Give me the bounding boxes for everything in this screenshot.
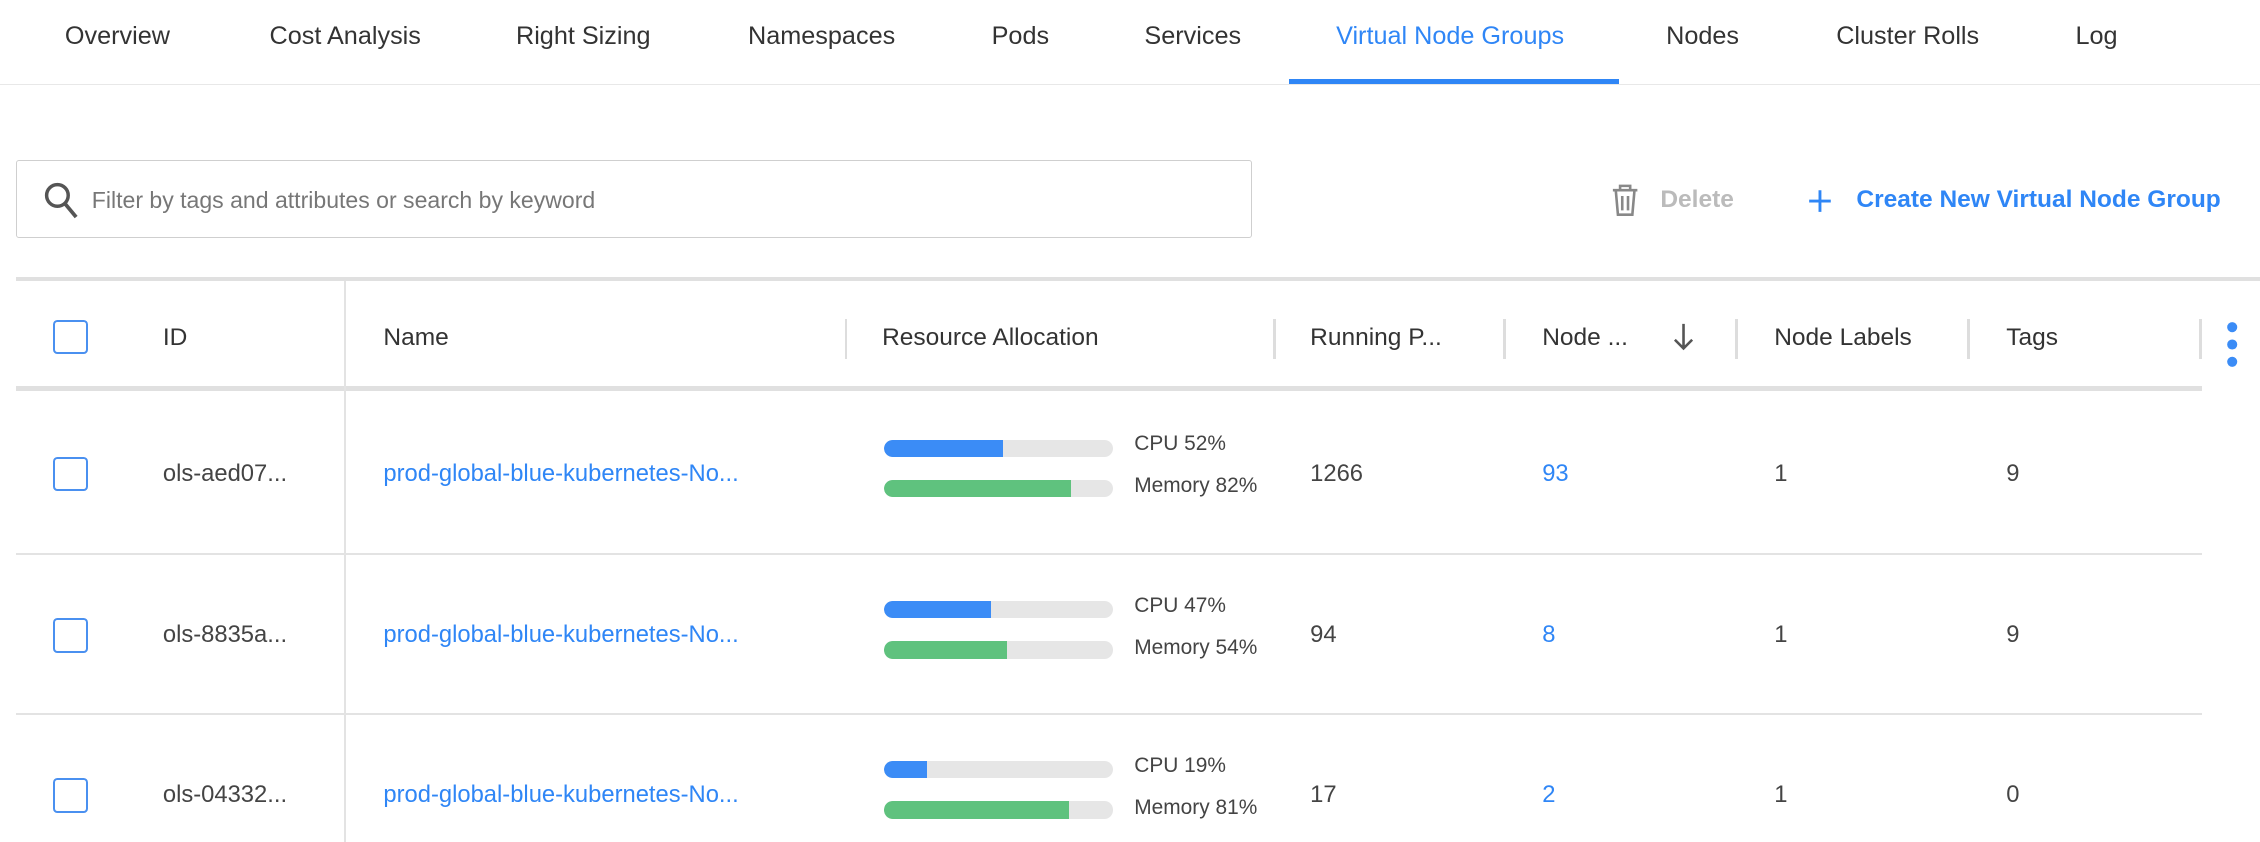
tab-namespaces[interactable]: Namespaces [748,21,896,50]
cpu-bar [883,761,1113,779]
cpu-label: CPU 19% [1134,753,1226,777]
cpu-label: CPU 52% [1134,432,1226,456]
header-bottom-border [15,386,2203,391]
row-divider [15,713,2203,715]
row-checkbox[interactable] [53,778,88,813]
sort-descending-icon[interactable] [1672,321,1695,353]
memory-bar [883,801,1113,819]
cpu-bar-fill [883,761,928,779]
tab-log[interactable]: Log [2075,21,2118,50]
search-input[interactable] [88,160,1219,241]
memory-bar-fill [883,479,1072,498]
delete-label: Delete [1660,185,1734,213]
column-resize-handle[interactable] [1503,318,1507,359]
column-resize-handle[interactable] [1967,318,1971,359]
tab-cluster-rolls[interactable]: Cluster Rolls [1836,21,1980,50]
column-header-name[interactable]: Name [383,324,449,352]
tags-count: 9 [2006,459,2020,487]
node-labels-count: 1 [1774,459,1788,487]
node-labels-count: 1 [1774,781,1788,809]
tab-divider [0,83,2260,86]
select-all-checkbox[interactable] [53,319,88,355]
create-virtual-node-group-button[interactable]: Create New Virtual Node Group [1807,183,2221,225]
search-box[interactable] [15,159,1252,241]
tab-services[interactable]: Services [1144,21,1242,50]
column-header-node-labels[interactable]: Node Labels [1774,324,1912,352]
column-resize-handle[interactable] [1272,318,1276,359]
column-resize-handle[interactable] [2199,318,2203,359]
node-count-link[interactable]: 93 [1542,459,1569,487]
memory-bar-fill [883,641,1008,659]
plus-icon [1809,190,1832,212]
tab-pods[interactable]: Pods [991,21,1050,50]
vng-name-link[interactable]: prod-global-blue-kubernetes-No... [383,459,739,487]
tags-count: 9 [2006,621,2020,649]
table-top-border [15,276,2260,282]
column-options-kebab-icon[interactable] [2225,320,2239,369]
running-pods: 1266 [1310,459,1364,487]
cpu-bar [883,601,1113,619]
cpu-bar [883,439,1113,457]
memory-label: Memory 54% [1134,635,1258,659]
column-header-nodes[interactable]: Node ... [1542,324,1628,352]
node-count-link[interactable]: 8 [1542,621,1556,649]
delete-button[interactable]: Delete [1610,183,1734,225]
tab-right-sizing[interactable]: Right Sizing [515,21,651,50]
vng-name-link[interactable]: prod-global-blue-kubernetes-No... [383,621,739,649]
vng-id: ols-aed07... [162,459,288,487]
search-icon [44,183,78,219]
vng-id: ols-8835a... [162,621,288,649]
vng-id: ols-04332... [162,781,288,809]
memory-label: Memory 82% [1134,474,1258,498]
tab-virtual-node-groups[interactable]: Virtual Node Groups [1336,21,1565,50]
row-divider [15,553,2203,555]
column-resize-handle[interactable] [844,318,848,359]
column-resize-handle[interactable] [1735,318,1739,359]
vng-name-link[interactable]: prod-global-blue-kubernetes-No... [383,781,739,809]
tags-count: 0 [2006,781,2020,809]
create-label: Create New Virtual Node Group [1856,185,2221,213]
tab-overview[interactable]: Overview [64,21,170,50]
column-header-running-pods[interactable]: Running P... [1310,324,1442,352]
column-header-resource-allocation[interactable]: Resource Allocation [882,324,1099,352]
node-count-link[interactable]: 2 [1542,781,1556,809]
tab-cost-analysis[interactable]: Cost Analysis [269,21,421,50]
column-header-tags[interactable]: Tags [2006,324,2059,352]
column-divider [344,281,346,842]
memory-bar [883,479,1113,498]
tab-nodes[interactable]: Nodes [1666,21,1740,50]
row-checkbox[interactable] [53,618,88,653]
cpu-bar-fill [883,601,992,619]
column-header-id[interactable]: ID [162,324,188,352]
running-pods: 17 [1310,781,1337,809]
trash-icon [1612,184,1638,217]
row-checkbox[interactable] [53,456,88,492]
running-pods: 94 [1310,621,1337,649]
cpu-bar-fill [883,439,1003,457]
cpu-label: CPU 47% [1134,593,1226,617]
active-tab-indicator [1288,79,1619,84]
node-labels-count: 1 [1774,621,1788,649]
memory-label: Memory 81% [1134,795,1258,819]
memory-bar [883,641,1113,659]
memory-bar-fill [883,801,1070,819]
